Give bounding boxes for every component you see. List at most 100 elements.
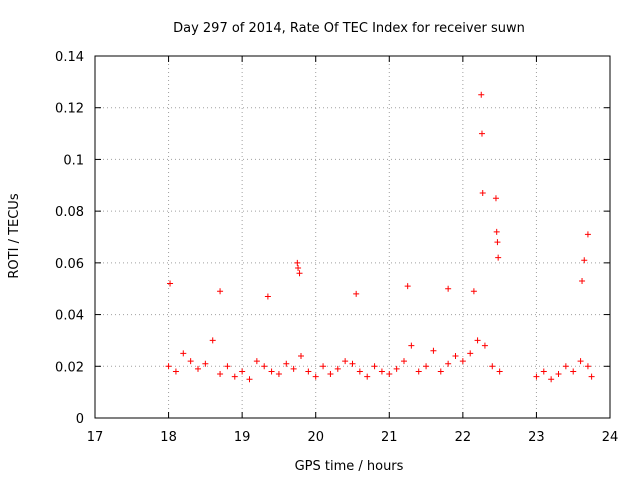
plot-area-border — [94, 55, 611, 419]
data-point — [202, 360, 209, 367]
data-point — [386, 371, 393, 378]
data-point — [253, 358, 260, 365]
data-point — [217, 288, 224, 295]
data-point — [167, 280, 174, 287]
data-point — [584, 363, 591, 370]
data-point — [494, 239, 501, 246]
data-point — [493, 228, 500, 235]
data-point — [489, 363, 496, 370]
x-axis-label: GPS time / hours — [295, 459, 404, 474]
data-point — [195, 365, 201, 372]
data-point — [296, 270, 303, 277]
data-point — [264, 293, 271, 300]
y-axis-label: ROTI / TECUs — [7, 193, 22, 278]
data-point — [495, 254, 502, 261]
data-point — [408, 342, 415, 349]
data-point — [268, 368, 275, 375]
plot-frame — [94, 55, 611, 419]
y-tick-label: 0.14 — [55, 50, 84, 65]
data-point — [261, 363, 268, 370]
y-tick-label: 0.04 — [55, 309, 84, 324]
data-point — [320, 363, 327, 370]
data-point — [474, 337, 481, 344]
data-point — [452, 352, 459, 359]
data-point — [478, 130, 485, 137]
data-point — [275, 371, 282, 378]
data-point — [393, 365, 400, 372]
data-point — [492, 195, 499, 202]
data-point — [217, 371, 224, 378]
data-point — [290, 365, 297, 372]
data-point — [349, 360, 356, 367]
data-point — [478, 91, 485, 98]
data-point — [180, 350, 187, 357]
data-point — [459, 358, 466, 365]
data-point — [187, 358, 194, 365]
data-point — [430, 347, 437, 354]
data-point — [555, 371, 562, 378]
data-point — [496, 368, 503, 375]
data-points — [165, 91, 595, 383]
data-point — [415, 368, 422, 375]
y-tick-label: 0.08 — [55, 205, 84, 220]
data-point — [423, 363, 430, 370]
data-point — [224, 363, 231, 370]
data-point — [481, 342, 488, 349]
data-point — [584, 231, 591, 238]
data-point — [570, 368, 577, 375]
data-point — [305, 368, 312, 375]
data-point — [165, 363, 172, 370]
data-point — [581, 257, 588, 264]
gridlines — [95, 56, 610, 418]
data-point — [239, 368, 246, 375]
data-point — [588, 373, 595, 380]
data-point — [540, 368, 547, 375]
data-point — [401, 358, 407, 365]
data-point — [294, 259, 301, 266]
data-point — [467, 350, 474, 357]
data-point — [327, 371, 334, 378]
data-point — [437, 368, 444, 375]
x-tick-label: 18 — [160, 430, 177, 445]
x-tick-label: 22 — [455, 430, 472, 445]
x-tick-label: 24 — [602, 430, 619, 445]
chart-title: Day 297 of 2014, Rate Of TEC Index for r… — [173, 21, 525, 36]
data-point — [312, 373, 319, 380]
data-point — [378, 368, 385, 375]
data-point — [577, 358, 584, 365]
data-point — [371, 363, 378, 370]
axis-ticks: 17 18 19 20 21 22 23 24 0 0.02 0.04 0.06 0.08 0.1 0.12… — [55, 50, 618, 445]
y-tick-label: 0.12 — [55, 102, 84, 117]
y-tick-label: 0 — [76, 412, 84, 427]
data-point — [479, 190, 486, 197]
data-point — [548, 376, 555, 383]
x-tick-label: 20 — [307, 430, 324, 445]
data-point — [298, 352, 304, 359]
y-tick-label: 0.06 — [55, 257, 84, 272]
data-point — [579, 277, 586, 284]
x-tick-label: 17 — [87, 430, 104, 445]
data-point — [445, 360, 452, 367]
data-point — [246, 376, 253, 383]
data-point — [533, 373, 540, 380]
data-point — [445, 285, 452, 292]
x-tick-label: 19 — [234, 430, 251, 445]
data-point — [364, 373, 371, 380]
data-point — [209, 337, 216, 344]
data-point — [353, 290, 360, 297]
data-point — [283, 360, 290, 367]
data-point — [231, 373, 238, 380]
data-point — [356, 368, 363, 375]
y-tick-label: 0.1 — [63, 153, 84, 168]
data-point — [562, 363, 569, 370]
data-point — [334, 365, 341, 372]
x-tick-label: 21 — [381, 430, 398, 445]
data-point — [295, 265, 302, 272]
data-point — [470, 288, 477, 295]
x-tick-label: 23 — [528, 430, 545, 445]
y-tick-label: 0.02 — [55, 360, 84, 375]
data-point — [404, 283, 411, 290]
data-point — [172, 368, 179, 375]
data-point — [342, 358, 349, 365]
